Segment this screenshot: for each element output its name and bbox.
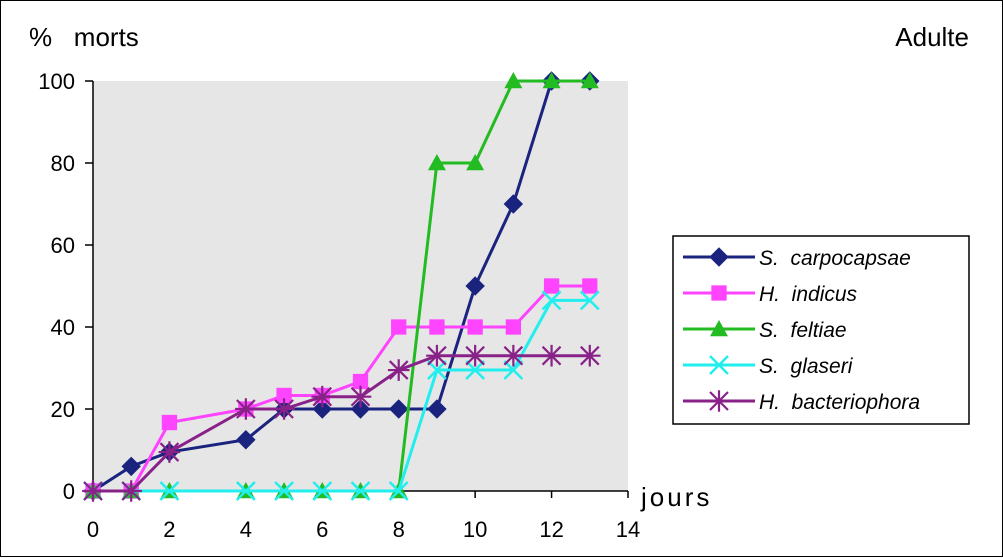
data-point [235, 398, 257, 420]
data-point [235, 481, 256, 501]
x-tick-label: 4 [240, 517, 252, 542]
data-point [389, 399, 409, 419]
data-point [503, 194, 524, 214]
data-point [121, 456, 141, 477]
plot-area [93, 81, 628, 491]
y-tick-label: 80 [51, 151, 75, 176]
legend-item: S. glaseri [683, 355, 854, 378]
data-point [542, 72, 561, 89]
data-point [465, 276, 485, 296]
data-point [427, 399, 447, 419]
y-tick-label: 20 [51, 397, 75, 422]
data-point [391, 319, 407, 335]
legend-marker [708, 390, 730, 412]
data-point [311, 385, 334, 408]
y-tick-label: 60 [51, 233, 75, 258]
x-tick-label: 0 [87, 517, 99, 542]
data-point [350, 399, 371, 419]
x-tick-label: 14 [616, 517, 640, 542]
data-point [158, 441, 181, 463]
data-point [426, 344, 448, 367]
x-axis-title: jours [640, 482, 712, 512]
legend-item: S. carpocapsae [683, 247, 911, 270]
legend-marker [711, 285, 727, 301]
legend-marker [710, 320, 728, 337]
data-point [578, 344, 601, 367]
chart-title: Adulte [895, 22, 969, 52]
legend-marker [709, 247, 729, 267]
x-tick-label: 6 [316, 517, 328, 542]
legend: S. carpocapsae H. indicus S. feltiae S. gla… [672, 235, 970, 425]
series-3 [83, 290, 600, 501]
data-point [579, 290, 600, 311]
data-point [120, 480, 143, 502]
data-point [388, 481, 409, 501]
x-tick-label: 2 [163, 517, 175, 542]
data-point [273, 398, 295, 420]
data-point [429, 319, 445, 335]
legend-label: S. glaseri [759, 355, 854, 378]
data-point [427, 154, 446, 171]
data-point [467, 319, 483, 335]
data-point [276, 387, 292, 404]
data-point [312, 399, 332, 419]
series-layer [82, 71, 601, 502]
data-point [505, 319, 522, 335]
legend-label: H. indicus [759, 283, 858, 306]
data-point [543, 278, 560, 294]
y-tick-label: 0 [63, 479, 75, 504]
x-tick-label: 12 [539, 517, 563, 542]
data-point [465, 360, 486, 380]
legend-item: H. indicus [683, 283, 858, 306]
data-point [582, 278, 598, 294]
legend-item: S. feltiae [683, 319, 847, 342]
data-point [350, 481, 371, 501]
y-tick-label: 40 [51, 315, 75, 340]
data-point [236, 430, 256, 450]
data-point [464, 344, 486, 367]
data-point [312, 481, 333, 501]
legend-marker [709, 355, 729, 375]
legend-item: H. bacteriophora [683, 390, 920, 414]
tick-labels: 0 20 40 60 80 100 0 2 4 6 8 10 12 14 [38, 69, 640, 542]
data-point [82, 480, 104, 502]
data-point [427, 360, 447, 380]
x-tick-label: 10 [463, 517, 487, 542]
data-point [274, 481, 294, 501]
data-point [504, 72, 523, 89]
data-point [159, 481, 180, 501]
data-point [352, 373, 369, 390]
series-4 [82, 344, 601, 502]
data-point [349, 385, 372, 408]
data-point [580, 72, 599, 89]
data-point [466, 154, 485, 171]
data-point [541, 290, 562, 311]
x-tick-label: 8 [393, 517, 405, 542]
data-point [161, 414, 178, 431]
data-point [387, 359, 410, 381]
data-point [503, 360, 524, 380]
y-axis-title: % morts [29, 22, 139, 52]
data-point [502, 344, 525, 367]
y-tick-label: 100 [38, 69, 75, 94]
data-point [540, 344, 563, 367]
legend-label: S. feltiae [759, 319, 847, 342]
legend-label: H. bacteriophora [759, 391, 920, 414]
legend-label: S. carpocapsae [759, 247, 911, 270]
